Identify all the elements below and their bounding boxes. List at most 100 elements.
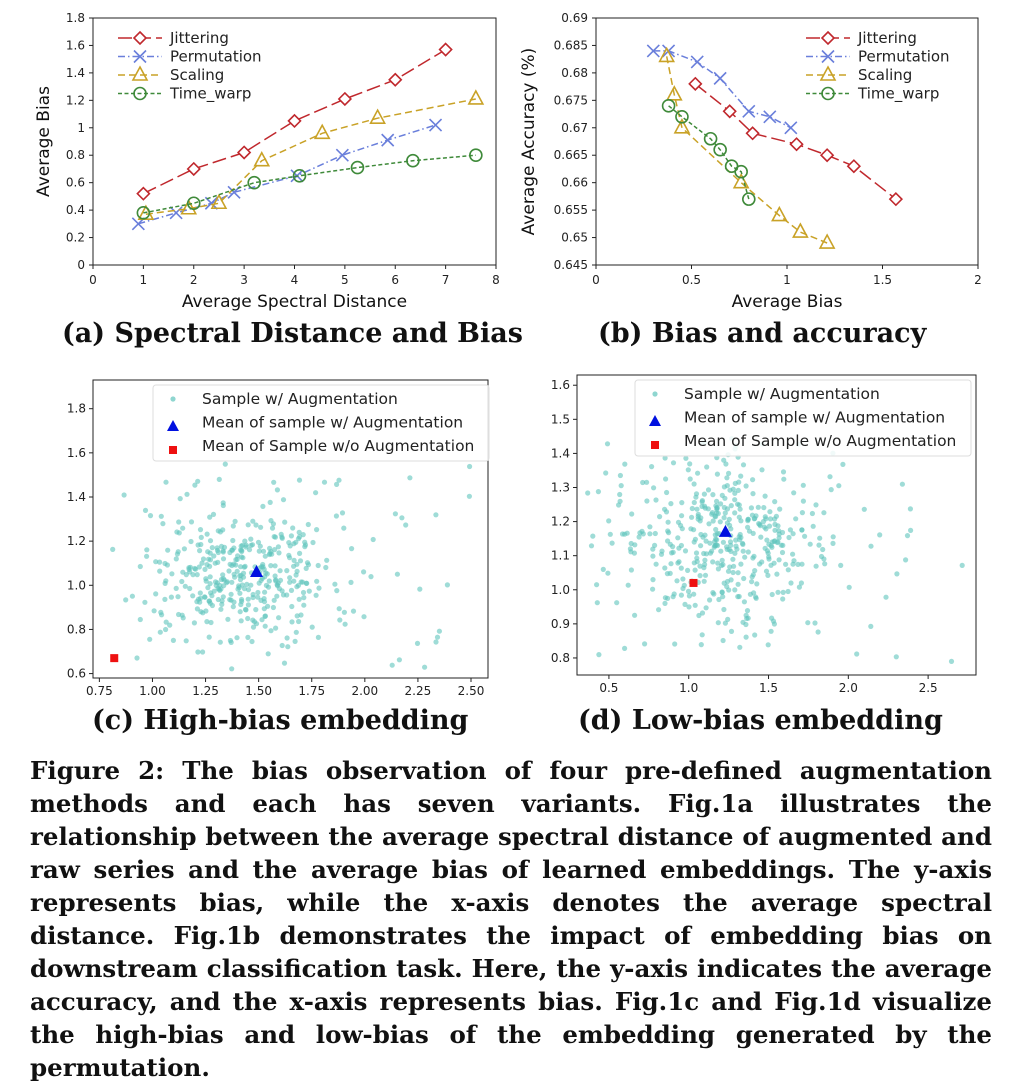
sample-point — [658, 551, 665, 557]
sample-point — [262, 623, 268, 629]
sample-point — [813, 563, 819, 569]
sample-point — [676, 545, 682, 551]
sample-point — [157, 559, 163, 565]
sample-point — [407, 475, 413, 481]
sample-point — [174, 529, 180, 535]
sample-point — [670, 549, 676, 555]
data-point-jittering — [186, 161, 201, 177]
sample-point — [334, 481, 340, 487]
sample-point — [170, 637, 176, 644]
data-point-time_warp — [350, 160, 365, 175]
data-point-jittering — [287, 113, 302, 129]
sample-point — [158, 513, 164, 519]
data-point-scaling — [253, 151, 271, 167]
sample-point — [727, 487, 733, 493]
sample-point — [750, 530, 756, 537]
sample-point — [728, 503, 734, 509]
sample-point — [444, 582, 450, 588]
legend-label: Scaling — [858, 66, 912, 84]
sample-point — [709, 511, 715, 517]
sample-point — [260, 548, 267, 554]
sample-point — [265, 584, 272, 590]
legend-label: Time_warp — [169, 85, 251, 104]
sample-point — [389, 662, 395, 668]
mean-without-augmentation-marker — [110, 654, 119, 663]
sample-point — [268, 628, 274, 634]
legend-sample-marker — [170, 396, 176, 402]
sample-point — [680, 576, 686, 582]
sample-point — [291, 557, 297, 564]
sample-point — [294, 561, 300, 567]
sample-point — [791, 558, 797, 564]
x-tick-label: 2.5 — [919, 681, 938, 695]
sample-point — [715, 620, 721, 626]
sample-point — [294, 613, 300, 619]
sample-point — [710, 518, 716, 524]
sample-point — [772, 527, 778, 533]
sample-point — [702, 557, 708, 563]
data-point-time_warp — [661, 99, 676, 113]
sample-point — [392, 511, 398, 517]
sample-point — [297, 558, 304, 564]
y-tick-label: 1 — [77, 121, 85, 135]
sample-point — [728, 542, 734, 548]
sample-point — [284, 592, 290, 598]
data-point-jittering — [136, 186, 151, 201]
sample-point — [204, 619, 210, 625]
sample-point — [422, 664, 428, 670]
sample-point — [774, 571, 780, 577]
sample-point — [240, 555, 246, 561]
sample-point — [212, 579, 219, 585]
sample-point — [300, 589, 307, 596]
sample-point — [693, 494, 699, 500]
sample-point — [703, 538, 709, 544]
sample-point — [751, 516, 757, 522]
sample-point — [196, 564, 202, 570]
sample-point — [712, 539, 718, 545]
sample-point — [248, 542, 254, 549]
legend-label: Mean of sample w/ Augmentation — [684, 409, 945, 427]
sample-point — [221, 544, 228, 551]
sample-point — [303, 565, 309, 572]
sample-point — [743, 634, 749, 640]
sample-point — [267, 499, 273, 505]
sample-point — [790, 551, 796, 557]
sample-point — [202, 594, 208, 600]
sample-point — [716, 596, 722, 603]
data-point-scaling — [658, 46, 676, 63]
sample-point — [650, 546, 656, 552]
sample-point — [250, 594, 256, 601]
sample-point — [735, 570, 741, 576]
sample-point — [245, 615, 251, 622]
sample-point — [697, 563, 703, 569]
sample-point — [192, 565, 198, 572]
data-point-scaling — [665, 85, 683, 101]
data-point-scaling — [673, 118, 691, 134]
subtitle-b: (b) Bias and accuracy — [598, 318, 927, 349]
mean-with-augmentation-marker — [718, 524, 732, 537]
sample-point — [190, 572, 196, 578]
sample-point — [697, 573, 703, 579]
sample-point — [732, 497, 738, 503]
sample-point — [287, 575, 293, 581]
sample-point — [255, 594, 261, 600]
x-tick-label: 5 — [341, 273, 349, 287]
y-tick-label: 1.6 — [551, 378, 570, 392]
sample-point — [733, 543, 739, 549]
sample-point — [206, 598, 212, 604]
sample-point — [740, 462, 747, 468]
sample-point — [777, 506, 783, 512]
sample-point — [742, 554, 748, 560]
sample-point — [200, 649, 206, 655]
sample-point — [228, 591, 234, 597]
sample-point — [273, 625, 279, 631]
sample-point — [337, 617, 343, 623]
sample-point — [173, 585, 179, 592]
sample-point — [721, 484, 728, 490]
sample-point — [274, 487, 280, 493]
y-tick-label: 0.665 — [554, 148, 588, 162]
sample-point — [194, 572, 200, 578]
y-tick-label: 1.6 — [67, 446, 86, 460]
legend-mean-aug-marker — [649, 415, 661, 426]
sample-point — [184, 491, 190, 497]
